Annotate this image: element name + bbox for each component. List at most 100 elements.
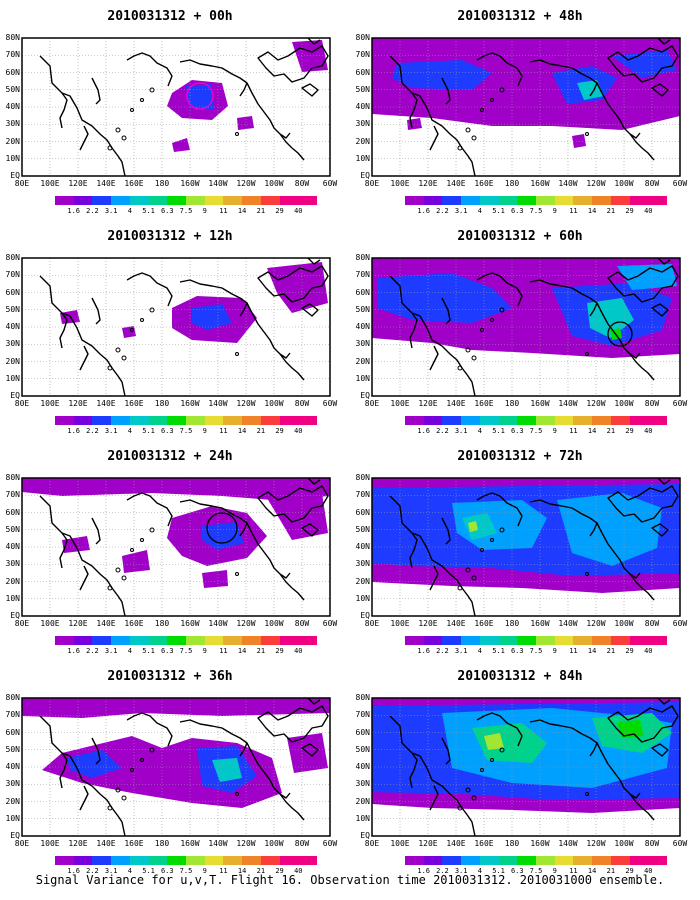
colorbar bbox=[55, 196, 318, 205]
lat-label: 80N bbox=[355, 474, 370, 482]
lon-label: 180 bbox=[504, 179, 520, 188]
map-panel: 2010031312 + 84h 80N 70N 60N 50N 40N 30N 20N 10N… bbox=[350, 660, 690, 885]
colorbar-label: 6.3 bbox=[160, 427, 174, 435]
lon-label: 120E bbox=[418, 179, 438, 188]
lon-label: 80E bbox=[14, 179, 30, 188]
lat-label: 80N bbox=[5, 254, 20, 262]
coastline bbox=[629, 792, 641, 799]
lon-label: 60W bbox=[322, 179, 338, 188]
lon-label: 120W bbox=[586, 839, 606, 848]
coastline bbox=[59, 92, 68, 129]
lat-label: 50N bbox=[5, 85, 20, 94]
lat-label: 40N bbox=[355, 323, 370, 331]
panel-title: 2010031312 + 24h bbox=[107, 449, 233, 464]
colorbar-label: 2.2 bbox=[436, 427, 449, 435]
lon-label: 60W bbox=[672, 839, 688, 848]
colorbar-label: 40 bbox=[644, 867, 653, 875]
colorbar-swatch bbox=[629, 856, 649, 865]
colorbar-swatch bbox=[442, 196, 462, 205]
coastline bbox=[79, 125, 89, 151]
coastline bbox=[79, 345, 89, 371]
colorbar-label: 11 bbox=[219, 867, 228, 875]
variance-contour bbox=[267, 493, 328, 540]
colorbar-swatch bbox=[92, 416, 112, 425]
colorbar bbox=[55, 856, 318, 865]
lon-label: 60W bbox=[672, 179, 688, 188]
lon-label: 100E bbox=[390, 839, 410, 848]
lon-label: 100E bbox=[40, 179, 60, 188]
colorbar-label: 2.2 bbox=[86, 427, 99, 435]
lon-label: 160W bbox=[530, 179, 550, 188]
panel-title: 2010031312 + 00h bbox=[107, 9, 233, 24]
coastline bbox=[126, 52, 173, 87]
coastline bbox=[476, 52, 523, 87]
lon-label: 160E bbox=[474, 399, 494, 408]
lon-label: 80E bbox=[364, 839, 380, 848]
map-panel: 2010031312 + 72h 80N 70N 60N 50N 40N 30N 20N 10N… bbox=[350, 440, 690, 665]
map-panel: 2010031312 + 12h 80N 70N 60N 50N 40N 30N 20N 10N… bbox=[0, 220, 340, 445]
lon-label: 140W bbox=[558, 179, 578, 188]
colorbar bbox=[405, 196, 668, 205]
colorbar-label: 9 bbox=[202, 207, 207, 215]
lat-label: 40N bbox=[355, 103, 370, 111]
colorbar-swatch bbox=[92, 196, 112, 205]
lat-label: 60N bbox=[5, 508, 20, 517]
lat-label: 10N bbox=[5, 154, 20, 163]
colorbar-label: 7.5 bbox=[529, 207, 543, 215]
lat-label: 60N bbox=[355, 68, 370, 77]
colorbar-label: 6.3 bbox=[160, 647, 174, 655]
coastline bbox=[657, 478, 671, 485]
lat-label: 70N bbox=[355, 491, 370, 500]
lon-label: 80W bbox=[644, 619, 660, 628]
colorbar-swatch bbox=[111, 196, 130, 205]
variance-contour bbox=[192, 304, 232, 330]
colorbar-swatch bbox=[629, 416, 649, 425]
colorbar-swatch bbox=[92, 856, 112, 865]
colorbar-swatch bbox=[92, 636, 112, 645]
coastline bbox=[91, 77, 101, 105]
variance-contour bbox=[22, 698, 330, 718]
colorbar-swatch bbox=[55, 636, 74, 645]
colorbar-label: 11 bbox=[219, 427, 228, 435]
colorbar-swatch bbox=[610, 636, 630, 645]
lon-label: 120W bbox=[586, 179, 606, 188]
coastline bbox=[651, 523, 669, 537]
lat-label: 20N bbox=[355, 357, 370, 366]
lat-label: 30N bbox=[355, 560, 370, 569]
colorbar-label: 4 bbox=[127, 867, 132, 875]
coastline bbox=[429, 125, 439, 151]
colorbar-label: 4 bbox=[127, 207, 132, 215]
coastline bbox=[91, 737, 101, 765]
colorbar-label: 14 bbox=[237, 207, 247, 215]
lon-label: 80W bbox=[294, 839, 310, 848]
colorbar-swatch bbox=[610, 856, 630, 865]
lon-label: 180 bbox=[504, 619, 520, 628]
lat-label: EQ bbox=[10, 612, 20, 620]
colorbar-label: 6.3 bbox=[510, 867, 524, 875]
colorbar-label: 11 bbox=[219, 207, 228, 215]
colorbar-swatch bbox=[442, 416, 462, 425]
colorbar-swatch bbox=[517, 856, 537, 865]
colorbar-label: 29 bbox=[275, 647, 284, 655]
lat-label: 70N bbox=[355, 51, 370, 60]
lon-label: 120E bbox=[418, 839, 438, 848]
lat-label: EQ bbox=[360, 172, 370, 180]
colorbar-label: 2.2 bbox=[86, 867, 99, 875]
colorbar-label: 1.6 bbox=[67, 207, 81, 215]
lat-label: 50N bbox=[5, 745, 20, 754]
coastline bbox=[651, 83, 669, 97]
colorbar-swatch bbox=[629, 636, 649, 645]
colorbar-swatch bbox=[279, 196, 299, 205]
lat-label: EQ bbox=[10, 392, 20, 400]
coastline bbox=[657, 258, 671, 265]
colorbar-swatch bbox=[573, 856, 593, 865]
colorbar-label: 7.5 bbox=[179, 427, 193, 435]
coastline bbox=[657, 38, 671, 45]
colorbar-swatch bbox=[405, 636, 424, 645]
colorbar-swatch bbox=[111, 416, 130, 425]
colorbar-label: 4 bbox=[477, 867, 482, 875]
lon-label: 160W bbox=[530, 839, 550, 848]
colorbar-swatch bbox=[223, 416, 243, 425]
colorbar-swatch bbox=[405, 196, 424, 205]
coastline bbox=[409, 752, 418, 789]
